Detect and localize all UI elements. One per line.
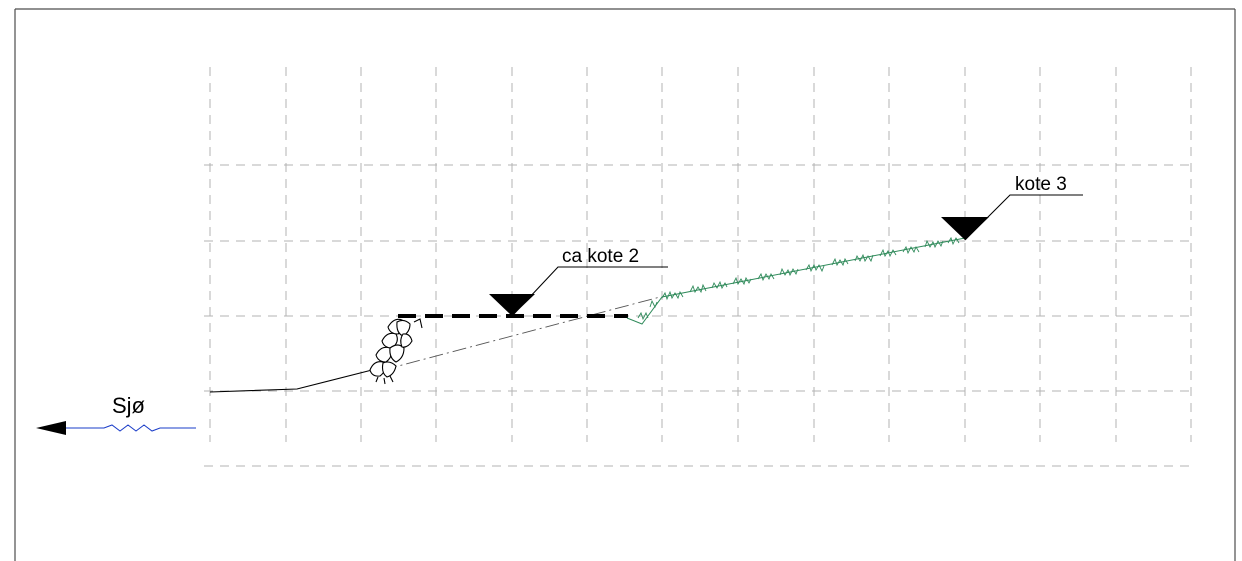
terrain-line [209,369,373,393]
label-sea: Sjø [112,393,145,418]
reference-slope-line [382,296,661,371]
terrain-grass-line [626,237,966,325]
leader-line-low [511,266,668,317]
level-marker-high [941,217,989,240]
label-level-low: ca kote 2 [562,246,639,267]
leader-line-high [964,194,1083,241]
rock-revetment [369,318,423,385]
sea-arrow-icon [36,421,66,435]
drawing-frame [14,8,1236,561]
level-marker-low [489,294,535,316]
grid [204,67,1192,467]
sea-waterline [66,424,196,432]
grass-texture [637,236,960,321]
label-level-high: kote 3 [1015,174,1067,195]
